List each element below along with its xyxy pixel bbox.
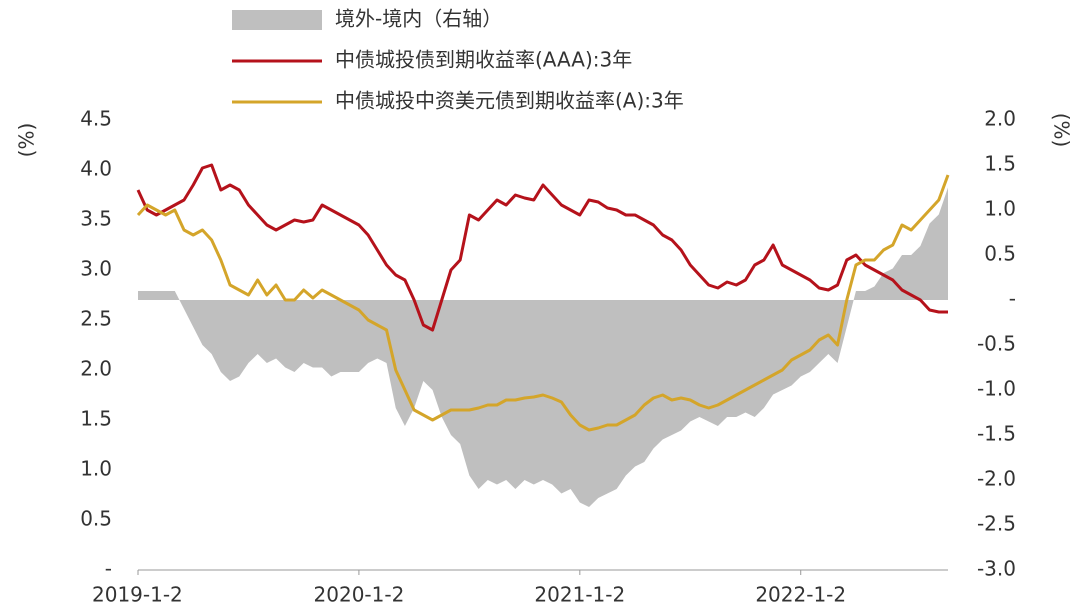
y2-tick-label: -1.5	[977, 422, 1016, 446]
y-tick-label: 3.0	[80, 257, 112, 281]
y2-axis-label: (%)	[1050, 113, 1074, 148]
y-tick-label: 2.5	[80, 307, 112, 331]
y2-tick-label: -0.5	[977, 332, 1016, 356]
y-tick-label: 0.5	[80, 507, 112, 531]
legend-label: 中债城投债到期收益率(AAA):3年	[335, 48, 632, 72]
y2-tick-label: 0.5	[984, 242, 1016, 266]
x-tick-label: 2020-1-2	[314, 583, 405, 607]
y2-tick-label: -3.0	[977, 557, 1016, 581]
line	[136, 163, 948, 332]
x-tick-label: 2019-1-2	[92, 583, 183, 607]
x-tick-label: 2021-1-2	[534, 583, 625, 607]
line	[136, 174, 950, 432]
area	[138, 187, 948, 507]
legend-swatch	[232, 10, 322, 30]
y2-tick-label: -1.0	[977, 377, 1016, 401]
y-tick-label: 1.5	[80, 407, 112, 431]
y-tick-label: 2.0	[80, 357, 112, 381]
y2-tick-label: 2.0	[984, 107, 1016, 131]
y-tick-label: 1.0	[80, 457, 112, 481]
y-tick-label: 3.5	[80, 207, 112, 231]
y-axis-label: (%)	[15, 123, 39, 158]
y2-tick-label: -	[1009, 287, 1016, 311]
y-tick-label: 4.5	[80, 107, 112, 131]
y2-tick-label: 1.5	[984, 152, 1016, 176]
legend-label: 中债城投中资美元债到期收益率(A):3年	[335, 89, 684, 113]
y-tick-label: 4.0	[80, 157, 112, 181]
y2-tick-label: 1.0	[984, 197, 1016, 221]
y2-tick-label: -2.5	[977, 512, 1016, 536]
y-tick-label: -	[105, 557, 112, 581]
legend-label: 境外-境内（右轴）	[335, 7, 502, 31]
y2-tick-label: -2.0	[977, 467, 1016, 491]
x-tick-label: 2022-1-2	[755, 583, 846, 607]
